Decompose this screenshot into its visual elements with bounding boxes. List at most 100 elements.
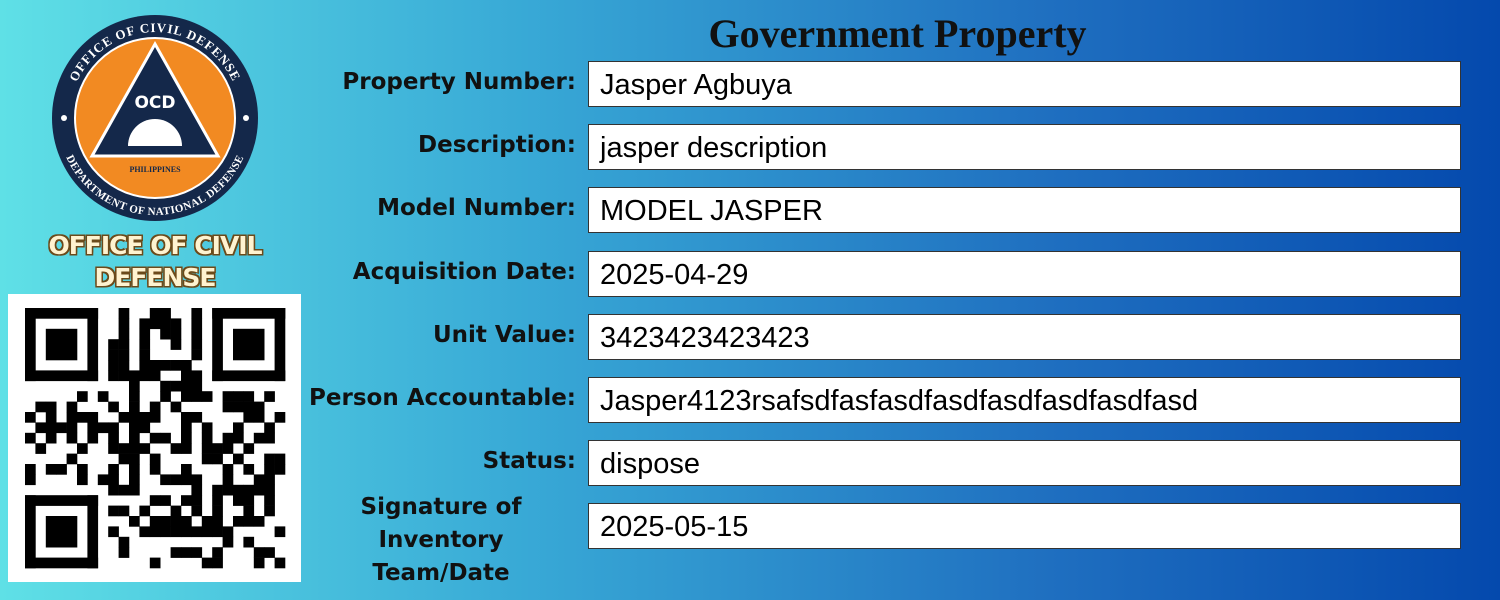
qr-module (56, 464, 67, 475)
qr-module (118, 412, 130, 423)
qr-module (191, 495, 203, 506)
qr-module (191, 339, 203, 350)
qr-module (160, 308, 171, 319)
qr-module (233, 516, 244, 527)
qr-module (149, 464, 161, 475)
qr-module (222, 474, 234, 486)
qr-module (87, 432, 99, 444)
qr-module (264, 505, 275, 517)
qr-module (129, 370, 140, 382)
qr-module (108, 464, 119, 475)
qr-module (243, 516, 255, 527)
qr-module (45, 464, 57, 475)
qr-module (233, 432, 244, 444)
qr-module (212, 308, 223, 382)
qr-module (233, 401, 244, 413)
qr-module (222, 391, 234, 402)
qr-module (108, 339, 119, 350)
qr-module (222, 526, 234, 538)
logo-sun (128, 119, 182, 146)
qr-module (212, 516, 223, 527)
qr-module (160, 391, 171, 402)
qr-module (253, 547, 265, 558)
qr-module (243, 401, 255, 413)
qr-module (129, 380, 140, 392)
qr-module (201, 432, 213, 444)
qr-module (149, 453, 161, 465)
qr-module (118, 308, 130, 319)
qr-module (35, 401, 47, 413)
qr-module (253, 432, 265, 444)
qr-module (108, 349, 119, 361)
qr-module (201, 422, 213, 434)
qr-module (181, 412, 192, 423)
qr-module (181, 370, 192, 382)
logo-emblem: OCD (134, 93, 175, 113)
qr-module (160, 318, 171, 330)
qr-module (77, 443, 88, 454)
qr-module (191, 370, 203, 382)
qr-module (274, 453, 286, 465)
qr-module (45, 328, 78, 361)
qr-module (25, 308, 36, 382)
qr-module (201, 443, 213, 454)
qr-module (149, 516, 161, 527)
qr-module (97, 422, 109, 434)
qr-module (108, 360, 119, 371)
qr-module (264, 432, 275, 444)
qr-module (25, 474, 36, 486)
qr-module (191, 380, 203, 392)
qr-module (212, 557, 223, 569)
qr-module (87, 495, 99, 569)
qr-module (108, 370, 119, 382)
qr-module (77, 464, 88, 475)
qr-module (264, 495, 275, 506)
qr-module (274, 308, 286, 382)
qr-module (274, 557, 286, 569)
qr-module (139, 349, 151, 361)
qr-module (108, 484, 119, 496)
qr-module (149, 401, 161, 413)
qr-module (170, 380, 182, 392)
qr-module (118, 360, 130, 371)
qr-module (170, 526, 182, 538)
qr-module (149, 432, 161, 444)
qr-module (139, 412, 151, 423)
field-value: 2025-05-15 (588, 503, 1461, 549)
qr-module (129, 401, 140, 413)
qr-module (118, 328, 130, 340)
qr-module (129, 391, 140, 402)
qr-module (118, 349, 130, 361)
qr-module (274, 464, 286, 475)
qr-module (212, 370, 286, 382)
qr-module (233, 495, 244, 506)
qr-module (139, 360, 151, 371)
qr-module (97, 391, 109, 402)
qr-module (170, 339, 182, 350)
qr-module (87, 422, 99, 434)
qr-module (264, 464, 275, 475)
qr-module (170, 516, 182, 527)
qr-module (160, 495, 171, 506)
field-value: Jasper Agbuya (588, 61, 1461, 107)
qr-module (45, 516, 78, 548)
qr-module (274, 526, 286, 538)
qr-module (56, 422, 67, 434)
qr-module (25, 495, 99, 506)
qr-module (222, 536, 234, 548)
qr-module (233, 391, 244, 402)
qr-module (160, 432, 171, 444)
qr-module (129, 474, 140, 486)
qr-module (97, 474, 109, 486)
qr-module (139, 339, 151, 350)
qr-module (87, 308, 99, 382)
field-label: Unit Value: (432, 322, 576, 348)
qr-module (233, 328, 265, 361)
qr-module (191, 328, 203, 340)
qr-module (201, 453, 213, 465)
qr-module (118, 484, 130, 496)
qr-module (170, 505, 182, 517)
qr-code (8, 294, 301, 582)
qr-module (212, 505, 223, 517)
logo-dot (61, 115, 67, 121)
